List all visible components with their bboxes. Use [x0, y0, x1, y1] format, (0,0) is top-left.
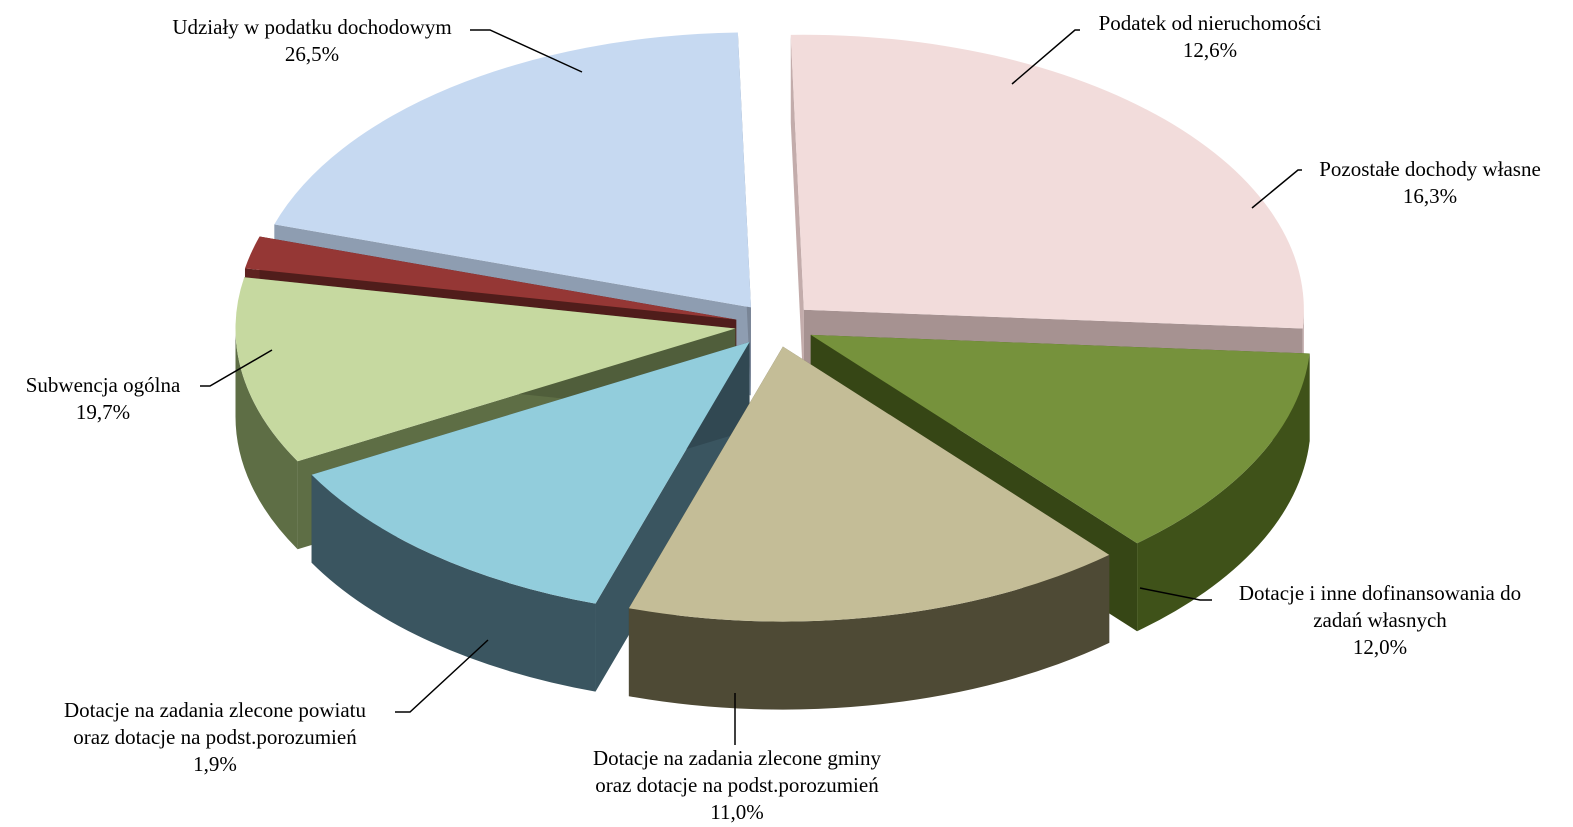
leader-lines — [200, 29, 1302, 745]
slice-value-label: 12,6% — [1183, 38, 1237, 62]
slice-value-label: 16,3% — [1403, 184, 1457, 208]
leader-line — [200, 349, 273, 387]
slice-tops — [235, 32, 1310, 622]
slice-top — [274, 32, 751, 308]
leader-line — [395, 639, 489, 713]
slice-top — [810, 334, 1310, 544]
slice-labels: Udziały w podatku dochodowym 26,5% Podatek… — [26, 11, 1541, 824]
slice-edge — [311, 474, 596, 692]
slice-top — [244, 236, 737, 320]
slice-value-label: 19,7% — [76, 400, 130, 424]
slice-edge — [235, 328, 298, 550]
slice-top — [790, 34, 1304, 329]
slice-category-label: Subwencja ogólna — [26, 373, 181, 397]
slice-category-label: zadań własnych — [1313, 608, 1447, 632]
slice-top — [235, 277, 736, 462]
slice-category-label: oraz dotacje na podst.porozumień — [595, 773, 879, 797]
slice-value-label: 26,5% — [285, 42, 339, 66]
slice-category-label: Dotacje na zadania zlecone powiatu — [64, 698, 367, 722]
leader-line — [1011, 29, 1080, 85]
slice-top — [628, 346, 1110, 622]
leader-line — [470, 29, 583, 73]
slice-top — [311, 341, 750, 604]
slice-category-label: oraz dotacje na podst.porozumień — [73, 725, 357, 749]
slice-edge — [628, 554, 1110, 710]
leader-line — [1139, 587, 1212, 601]
slice-value-label: 12,0% — [1353, 635, 1407, 659]
slice-edge — [1137, 353, 1310, 632]
leader-line — [1251, 169, 1302, 209]
slice-value-label: 1,9% — [193, 752, 237, 776]
slice-category-label: Podatek od nieruchomości — [1099, 11, 1322, 35]
slice-category-label: Dotacje i inne dofinansowania do — [1239, 581, 1521, 605]
slice-value-label: 11,0% — [710, 800, 763, 824]
slice-category-label: Dotacje na zadania zlecone gminy — [593, 746, 882, 770]
slice-category-label: Udziały w podatku dochodowym — [172, 15, 451, 39]
slice-wall — [790, 34, 804, 398]
slice-category-label: Pozostałe dochody własne — [1319, 157, 1541, 181]
